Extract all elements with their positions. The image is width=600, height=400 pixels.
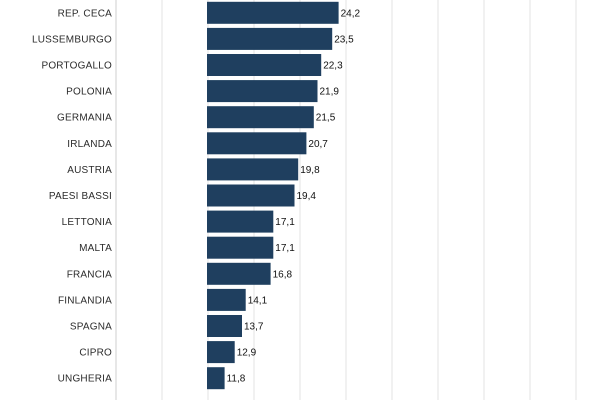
value-label: 21,5 — [316, 113, 336, 124]
value-label: 21,9 — [320, 87, 340, 98]
value-label: 24,2 — [341, 8, 361, 19]
value-label: 17,1 — [275, 243, 295, 254]
bar — [207, 1, 339, 24]
category-label: POLONIA — [66, 87, 112, 98]
category-label: CIPRO — [79, 348, 112, 359]
value-label: 12,9 — [237, 348, 257, 359]
category-label: LETTONIA — [62, 217, 112, 228]
category-label: PORTOGALLO — [41, 61, 112, 72]
value-label: 11,8 — [227, 374, 246, 385]
bar — [207, 262, 271, 285]
bar — [207, 27, 333, 50]
category-label: UNGHERIA — [58, 374, 113, 385]
bar — [207, 236, 274, 259]
category-label: GERMANIA — [57, 113, 112, 124]
bars — [207, 1, 339, 390]
category-label: MALTA — [79, 243, 112, 254]
category-label: IRLANDA — [67, 139, 112, 150]
category-label: PAESI BASSI — [49, 191, 112, 202]
value-label: 13,7 — [244, 322, 264, 333]
value-label: 23,5 — [334, 34, 354, 45]
bar — [207, 184, 295, 207]
bar — [207, 367, 225, 390]
bar — [207, 288, 246, 311]
bar — [207, 106, 314, 129]
bar — [207, 80, 318, 103]
value-label: 14,1 — [248, 295, 268, 306]
bar — [207, 210, 274, 233]
category-label: LUSSEMBURGO — [32, 34, 112, 45]
labels: REP. CECA 24,2 LUSSEMBURGO 23,5 PORTOGALLO 22… — [32, 8, 361, 384]
category-label: AUSTRIA — [67, 165, 112, 176]
bar — [207, 315, 242, 337]
bar — [207, 132, 307, 155]
bar — [207, 341, 235, 364]
category-label: SPAGNA — [70, 322, 112, 333]
bar — [207, 54, 322, 76]
value-label: 19,8 — [300, 165, 320, 176]
category-label: REP. CECA — [58, 8, 113, 19]
value-label: 22,3 — [323, 61, 343, 72]
gridlines — [115, 0, 577, 400]
value-label: 20,7 — [308, 139, 328, 150]
category-label: FINLANDIA — [58, 295, 112, 306]
value-label: 16,8 — [273, 269, 293, 280]
value-label: 17,1 — [275, 217, 295, 228]
category-label: FRANCIA — [67, 269, 112, 280]
value-label: 19,4 — [297, 191, 317, 202]
bar — [207, 158, 299, 181]
